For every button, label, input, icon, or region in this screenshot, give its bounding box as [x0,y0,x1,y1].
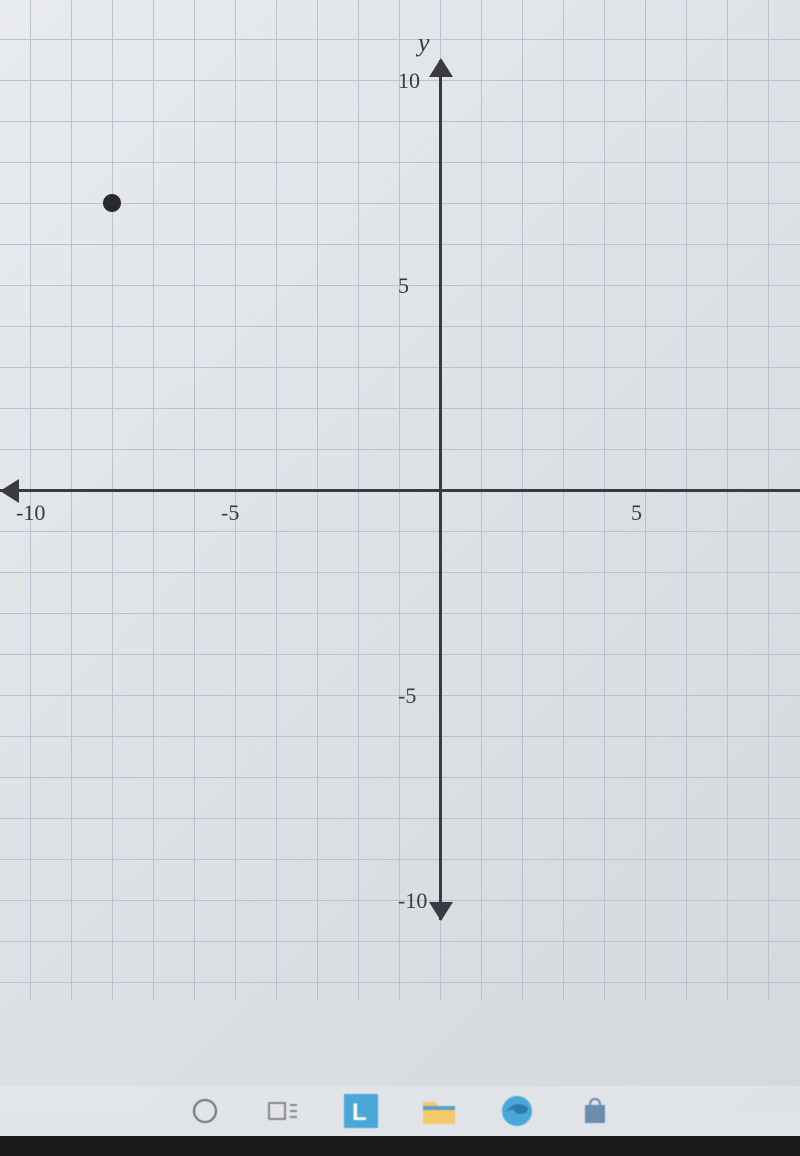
circle-icon[interactable] [187,1093,223,1129]
grid-line-horizontal [0,531,800,532]
grid-line-horizontal [0,941,800,942]
grid-line-vertical [399,0,400,1000]
y-tick-label: -5 [398,683,416,709]
grid-line-horizontal [0,162,800,163]
grid-line-vertical [686,0,687,1000]
y-tick-label: -10 [398,888,427,914]
grid-line-vertical [194,0,195,1000]
grid-line-horizontal [0,39,800,40]
grid-line-vertical [563,0,564,1000]
edge-icon[interactable] [499,1093,535,1129]
plotted-point [103,194,121,212]
grid-line-vertical [71,0,72,1000]
grid-line-horizontal [0,326,800,327]
y-tick-label: 5 [398,273,409,299]
grid-line-horizontal [0,654,800,655]
grid-line-horizontal [0,572,800,573]
x-tick-label: 5 [631,500,642,526]
grid-line-vertical [276,0,277,1000]
app-l-icon[interactable]: L [343,1093,379,1129]
arrow-down-icon [429,902,453,921]
grid-line-horizontal [0,449,800,450]
x-tick-label: -10 [16,500,45,526]
grid-line-horizontal [0,408,800,409]
grid-line-horizontal [0,244,800,245]
graph-area: -10 -5 5 -10 -5 5 10 y [0,0,800,1115]
y-tick-label: 10 [398,68,420,94]
file-explorer-icon[interactable] [421,1093,457,1129]
grid-line-horizontal [0,736,800,737]
coordinate-grid: -10 -5 5 -10 -5 5 10 y [0,0,800,1115]
grid-line-horizontal [0,982,800,983]
grid-line-horizontal [0,818,800,819]
grid-line-horizontal [0,777,800,778]
grid-line-horizontal [0,121,800,122]
grid-line-vertical [112,0,113,1000]
y-axis-label: y [418,28,430,58]
grid-line-horizontal [0,367,800,368]
bottom-edge [0,1136,800,1156]
store-icon[interactable] [577,1093,613,1129]
taskbar: L [0,1086,800,1136]
grid-line-vertical [317,0,318,1000]
grid-line-vertical [768,0,769,1000]
svg-text:L: L [352,1099,367,1126]
task-view-icon[interactable] [265,1093,301,1129]
grid-line-horizontal [0,613,800,614]
grid-line-vertical [153,0,154,1000]
x-axis [0,489,800,492]
arrow-up-icon [429,58,453,77]
x-tick-label: -5 [221,500,239,526]
y-axis [439,60,442,920]
grid-line-vertical [727,0,728,1000]
grid-line-horizontal [0,859,800,860]
grid-line-vertical [481,0,482,1000]
grid-line-vertical [645,0,646,1000]
grid-line-vertical [604,0,605,1000]
grid-line-vertical [522,0,523,1000]
grid-line-vertical [358,0,359,1000]
